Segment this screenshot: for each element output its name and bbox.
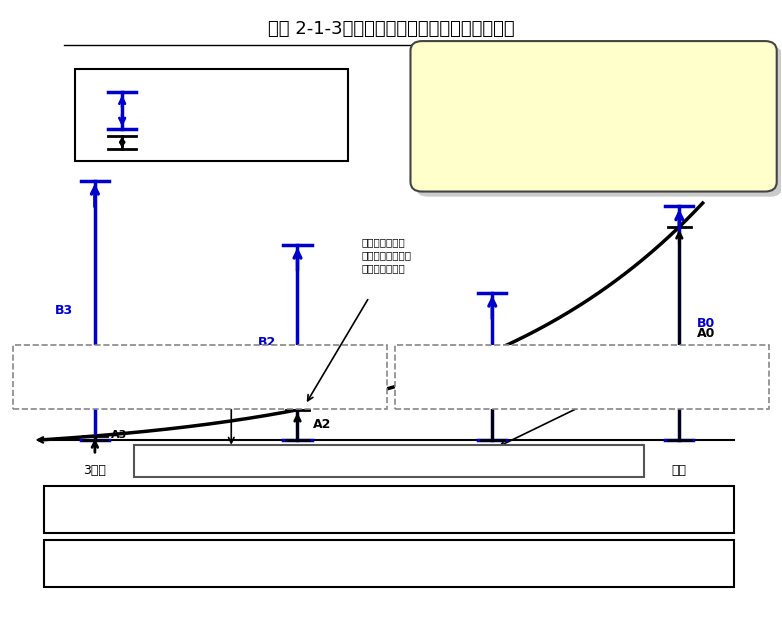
Text: 図表 2-1-3　ブログコンテンツ量推計のモデル: 図表 2-1-3 ブログコンテンツ量推計のモデル (267, 20, 515, 38)
Text: A1: A1 (509, 389, 528, 403)
FancyBboxPatch shape (411, 41, 777, 192)
Text: B1：1年前に開設された総ブログ数: B1：1年前に開設された総ブログ数 (41, 366, 149, 376)
Text: 現在確認できるアクティブブログ数: 現在確認できるアクティブブログ数 (169, 137, 275, 147)
Text: A3: A3 (110, 430, 127, 440)
Text: A0: A0 (697, 327, 715, 340)
FancyBboxPatch shape (395, 345, 769, 409)
FancyBboxPatch shape (134, 445, 644, 477)
FancyBboxPatch shape (45, 486, 734, 533)
Text: 開設されたブログが一定期間後: 開設されたブログが一定期間後 (544, 69, 643, 82)
Text: にアクティブである確率: にアクティブである確率 (555, 83, 632, 96)
Text: A1、A2が分かれば、B1、B2を逆算することができる。: A1、A2が分かれば、B1、B2を逆算することができる。 (289, 455, 490, 467)
Text: A2：現在確認できる2年前開設のアクティブブログ数: A2：現在確認できる2年前開設のアクティブブログ数 (422, 353, 580, 363)
Text: 1年前: 1年前 (481, 464, 504, 477)
Text: B3: B3 (55, 303, 73, 317)
FancyBboxPatch shape (416, 46, 782, 197)
Text: ブログの更新継続率モデル：: ブログの更新継続率モデル： (548, 55, 639, 68)
FancyBboxPatch shape (13, 345, 387, 409)
Text: 2年後：  10%: 2年後： 10% (562, 111, 625, 124)
Text: 3年前: 3年前 (84, 464, 106, 477)
Text: 1年後：  30%: 1年後： 30% (563, 97, 625, 111)
Text: 3年後：　 3%: 3年後： 3% (565, 125, 622, 138)
Text: 現在: 現在 (672, 464, 687, 477)
Text: 現在確認できる
アクティブブログ
の開設時期分布: 現在確認できる アクティブブログ の開設時期分布 (361, 237, 411, 273)
Text: A2＝0.1×B2: A2＝0.1×B2 (422, 379, 481, 388)
Text: A1：現在確認できる1年前開設のアクティブブログ数: A1：現在確認できる1年前開設のアクティブブログ数 (41, 353, 198, 363)
FancyBboxPatch shape (45, 541, 734, 587)
Text: 2年前: 2年前 (286, 464, 309, 477)
Text: B0: B0 (697, 316, 715, 330)
Text: 開設された総ブログ数: 開設された総ブログ数 (169, 106, 235, 116)
Text: 2年前のアクティブブログ数　＝　　B2 ＋ 0.3×B3 ＋ 0.1×B4 ＋ ・・・で算出: 2年前のアクティブブログ数 ＝ B2 ＋ 0.3×B3 ＋ 0.1×B4 ＋ ・… (235, 557, 543, 570)
Text: B1: B1 (509, 360, 528, 373)
Text: B2：2年前に開設された総ブログ数: B2：2年前に開設された総ブログ数 (422, 366, 530, 376)
Text: A2: A2 (313, 419, 332, 431)
FancyBboxPatch shape (75, 69, 348, 161)
Text: A1＝0.3×B1: A1＝0.3×B1 (41, 379, 99, 388)
Text: 1年前のアクティブブログ数　＝　　B1 ＋ 0.3×B2 ＋ 0.1×B3 ＋ ・・・で算出: 1年前のアクティブブログ数 ＝ B1 ＋ 0.3×B2 ＋ 0.1×B3 ＋ ・… (235, 503, 543, 516)
Text: B2: B2 (257, 336, 276, 349)
